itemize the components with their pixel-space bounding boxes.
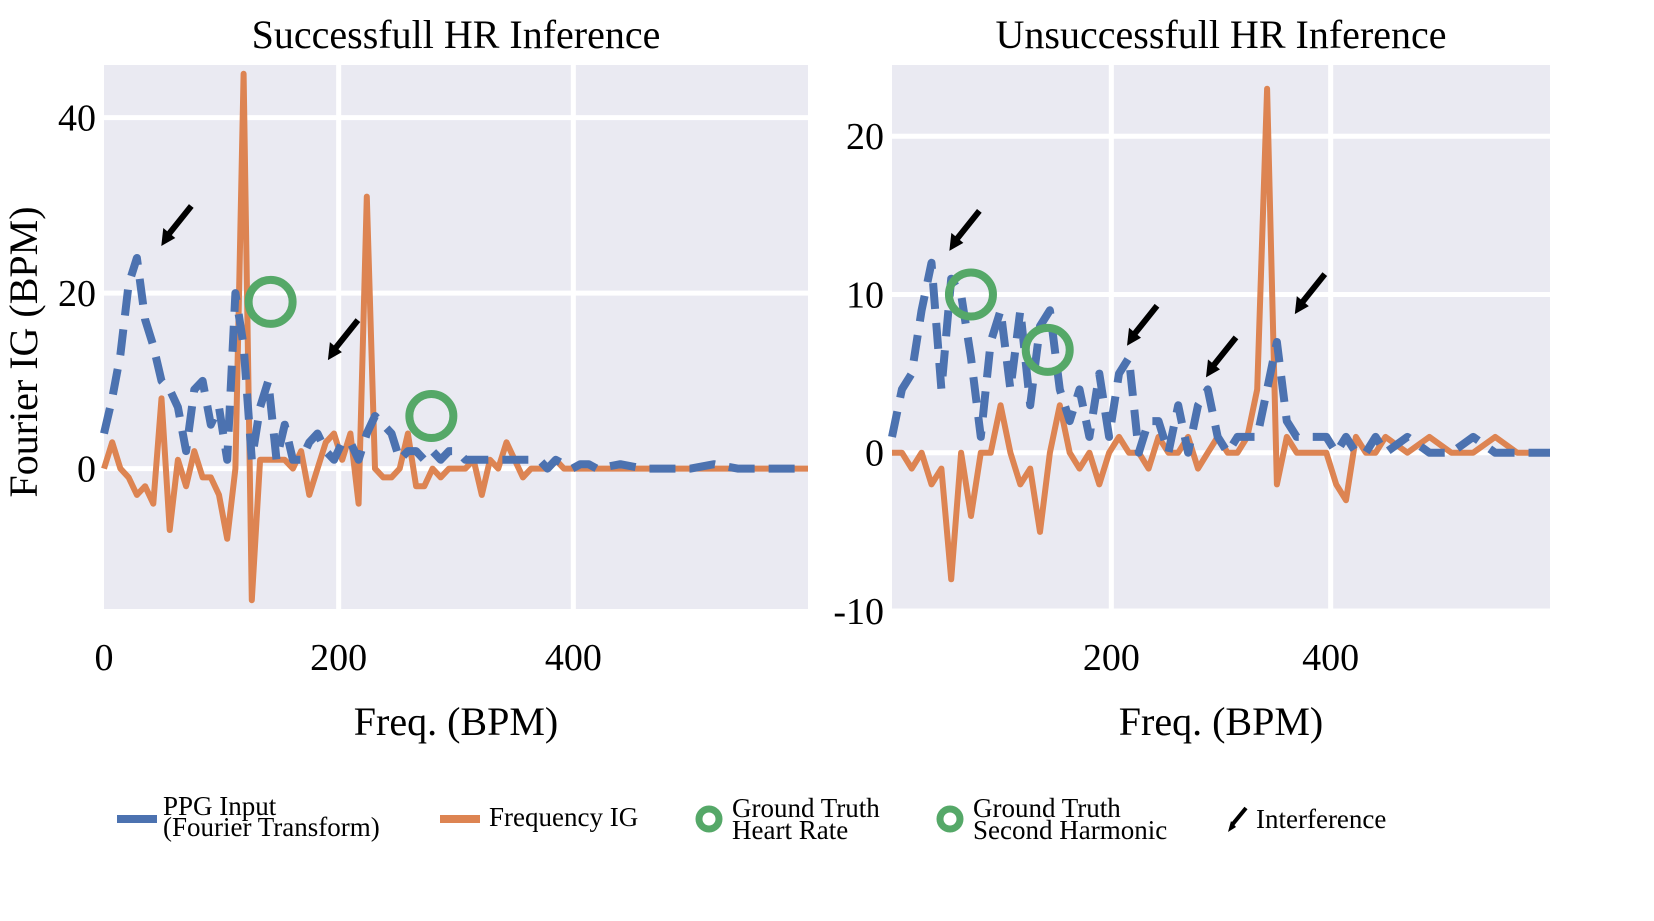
interference-arrow-icon — [1294, 272, 1328, 315]
y-axis-label: Fourier IG (BPM) — [1, 206, 46, 497]
interference-arrow-icon — [949, 208, 982, 251]
series-lines — [888, 85, 1550, 583]
ground-truth-heart-rate-marker — [944, 268, 997, 321]
x-tick-label: 200 — [1083, 637, 1140, 679]
frequency-ig-line — [892, 85, 1550, 583]
plot-area-background — [104, 65, 808, 609]
y-tick-label: 10 — [846, 274, 884, 316]
legend-ig-label: Frequency IG — [489, 802, 638, 832]
legend-gt-second-harmonic-label-line2: Second Harmonic — [973, 815, 1167, 845]
x-tick-label: 200 — [310, 637, 367, 679]
ppg-input-line — [100, 254, 808, 473]
tick-labels: 200 400 -10 0 10 20 — [833, 116, 1359, 679]
ground-truth-second-harmonic-marker — [405, 389, 458, 442]
legend-interference-arrow-icon — [1228, 806, 1248, 832]
legend-gt-second-harmonic-label: Ground Truth — [973, 793, 1121, 823]
interference-arrow-icon — [161, 204, 194, 247]
annotation-markers — [944, 208, 1328, 378]
chart-title: Unsuccessfull HR Inference — [996, 12, 1447, 57]
legend-gt-heart-rate-label-line2: Heart Rate — [732, 815, 848, 845]
series-lines — [100, 70, 808, 604]
y-tick-label: 20 — [846, 116, 884, 158]
x-tick-label: 400 — [1302, 637, 1359, 679]
ppg-input-line — [888, 258, 1550, 457]
y-tick-label: 0 — [865, 433, 884, 475]
panel-successful: 0 200 400 0 20 40 Successfull HR Inference Fr… — [58, 12, 808, 744]
tick-labels: 0 200 400 0 20 40 — [58, 98, 602, 679]
legend-interference-label: Interference — [1256, 804, 1386, 834]
legend-gt-heart-rate-marker — [695, 805, 723, 833]
panel-unsuccessful: 200 400 -10 0 10 20 Unsuccessfull HR Inferenc… — [833, 12, 1550, 744]
interference-arrow-icon — [1205, 335, 1239, 378]
legend-ppg-label-line2: (Fourier Transform) — [163, 812, 380, 842]
ground-truth-heart-rate-marker — [244, 275, 297, 328]
chart-title: Successfull HR Inference — [252, 12, 661, 57]
legend-gt-second-harmonic-marker — [936, 805, 964, 833]
y-tick-label: 0 — [77, 449, 96, 491]
y-tick-label: 40 — [58, 98, 96, 140]
plot-area-background — [892, 65, 1550, 611]
x-tick-label: 400 — [545, 637, 602, 679]
y-tick-label: -10 — [833, 591, 884, 633]
legend-ppg-label: PPG Input — [163, 791, 277, 821]
annotation-markers — [161, 204, 458, 442]
interference-arrow-icon — [1127, 303, 1160, 346]
ground-truth-second-harmonic-marker — [1021, 323, 1074, 376]
interference-arrow-icon — [327, 318, 361, 361]
x-axis-label: Freq. (BPM) — [354, 699, 558, 744]
y-tick-label: 20 — [58, 273, 96, 315]
legend-gt-heart-rate-label: Ground Truth — [732, 793, 880, 823]
x-tick-label: 0 — [95, 637, 114, 679]
x-axis-label: Freq. (BPM) — [1119, 699, 1323, 744]
legend: PPG Input (Fourier Transform) Frequency … — [117, 791, 1386, 845]
